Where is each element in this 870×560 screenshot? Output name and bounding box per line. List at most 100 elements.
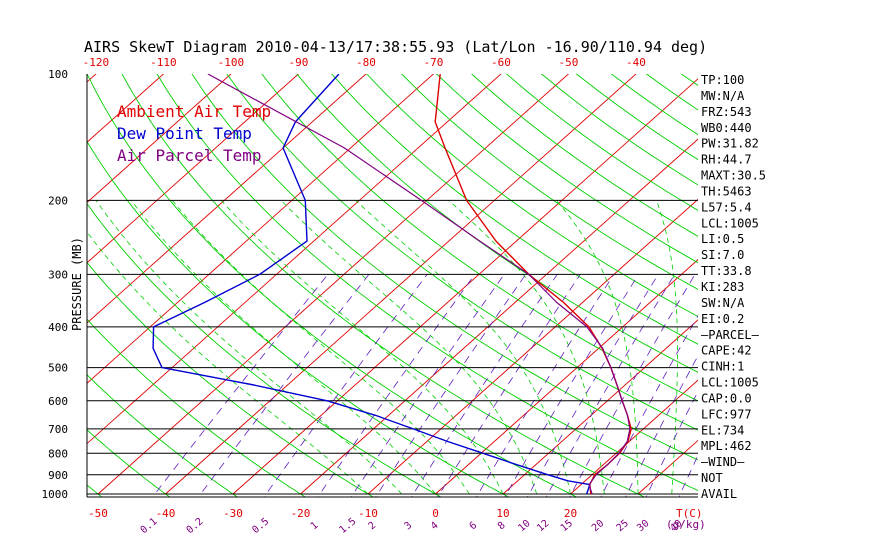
mixing-ratio-label: 2 bbox=[367, 520, 379, 532]
top-temp-tick-label: -120 bbox=[83, 56, 110, 69]
mixing-ratio-label: 8 bbox=[496, 520, 508, 532]
legend-entry: Dew Point Temp bbox=[117, 124, 252, 143]
top-temp-tick-label: -100 bbox=[218, 56, 245, 69]
dry-adiabat-line bbox=[87, 202, 442, 497]
pressure-tick-label: 400 bbox=[48, 321, 68, 334]
index-entry: SI:7.0 bbox=[701, 248, 744, 262]
bottom-temp-tick-label: -50 bbox=[88, 507, 108, 520]
mixing-ratio-line bbox=[375, 274, 527, 497]
mixing-ratio-line bbox=[600, 314, 698, 497]
mixing-ratio-unit-label: (g/kg) bbox=[666, 518, 706, 531]
indices-panel: TP:100 MW:N/A FRZ:543 WB0:440 PW:31.82 RH:44.… bbox=[701, 73, 766, 501]
mixing-ratio-line bbox=[569, 274, 696, 497]
isotherm-line bbox=[87, 74, 165, 143]
profile-line-1 bbox=[152, 74, 591, 495]
dry-adiabat-line bbox=[626, 0, 870, 503]
moist-adiabat-line bbox=[355, 200, 571, 495]
mixing-ratio-label: 12 bbox=[535, 518, 551, 534]
legend-entry: Ambient Air Temp bbox=[117, 102, 271, 121]
legend-entry: Air Parcel Temp bbox=[117, 146, 262, 165]
moist-adiabat-line bbox=[95, 200, 403, 495]
pressure-tick-label: 500 bbox=[48, 362, 68, 375]
dry-adiabat-line bbox=[156, 74, 698, 492]
dry-adiabat-line bbox=[87, 261, 374, 497]
isotherm-line bbox=[637, 439, 698, 495]
index-entry: AVAIL bbox=[701, 487, 737, 501]
mixing-ratio-line bbox=[263, 274, 428, 497]
index-entry: LI:0.5 bbox=[701, 232, 744, 246]
mixing-ratio-label: 30 bbox=[635, 518, 651, 534]
dry-adiabat-line bbox=[471, 74, 698, 237]
dry-adiabat-line bbox=[191, 74, 698, 461]
dry-adiabat-line bbox=[87, 429, 171, 497]
isotherm-line bbox=[367, 198, 698, 495]
moist-adiabat-line bbox=[130, 200, 436, 495]
index-entry: SW:N/A bbox=[701, 296, 745, 310]
moist-adiabat-line bbox=[220, 200, 504, 495]
pressure-tick-label: 700 bbox=[48, 423, 68, 436]
chart-title: AIRS SkewT Diagram 2010-04-13/17:38:55.9… bbox=[84, 38, 707, 56]
index-entry: MAXT:30.5 bbox=[701, 169, 766, 183]
dry-adiabat-line bbox=[261, 74, 698, 402]
mixing-ratio-label: 20 bbox=[590, 518, 606, 534]
dry-adiabat-line bbox=[331, 74, 698, 345]
index-entry: LFC:977 bbox=[701, 407, 752, 421]
index-entry: LCL:1005 bbox=[701, 216, 759, 230]
pressure-tick-label: 200 bbox=[48, 194, 68, 207]
mixing-ratio-line bbox=[625, 354, 698, 497]
mixing-ratio-line bbox=[645, 390, 698, 497]
index-entry: PW:31.82 bbox=[701, 137, 759, 151]
isotherm-line bbox=[570, 379, 698, 495]
index-entry: TH:5463 bbox=[701, 185, 752, 199]
index-entry: RH:44.7 bbox=[701, 153, 752, 167]
profile-line-0 bbox=[434, 74, 632, 495]
isotherm-line bbox=[232, 78, 698, 495]
dry-adiabat-line bbox=[401, 74, 698, 290]
profile-line-2 bbox=[207, 74, 631, 495]
mixing-ratio-label: 6 bbox=[468, 520, 480, 532]
isotherm-line bbox=[87, 74, 502, 445]
mixing-ratio-label: 1 bbox=[309, 520, 321, 532]
index-entry: KI:283 bbox=[701, 280, 744, 294]
dry-adiabat-line bbox=[87, 374, 239, 497]
index-entry: —WIND— bbox=[701, 455, 745, 469]
top-temp-tick-label: -40 bbox=[626, 56, 646, 69]
isotherm-line bbox=[87, 74, 300, 264]
mixing-ratio-line bbox=[152, 274, 329, 497]
bottom-temp-tick-label: -10 bbox=[358, 507, 378, 520]
mixing-ratio-line bbox=[350, 274, 505, 497]
moist-adiabat-line bbox=[171, 200, 470, 495]
mixing-ratio-label: 1.5 bbox=[338, 516, 359, 536]
pressure-tick-label: 600 bbox=[48, 395, 68, 408]
top-temp-tick-label: -90 bbox=[288, 56, 308, 69]
index-entry: L57:5.4 bbox=[701, 200, 752, 214]
y-axis-label: PRESSURE (MB) bbox=[70, 237, 84, 331]
isotherm-line bbox=[87, 74, 435, 384]
index-entry: EI:0.2 bbox=[701, 312, 744, 326]
index-entry: NOT bbox=[701, 471, 723, 485]
top-temp-tick-label: -80 bbox=[356, 56, 376, 69]
mixing-ratio-label: 4 bbox=[429, 520, 441, 532]
index-entry: MPL:462 bbox=[701, 439, 752, 453]
top-temp-tick-label: -60 bbox=[491, 56, 511, 69]
mixing-ratio-line bbox=[526, 274, 659, 497]
mixing-ratio-label: 25 bbox=[615, 518, 631, 534]
isotherm-line bbox=[165, 74, 637, 495]
dry-adiabat-line bbox=[87, 74, 578, 497]
isotherm-line bbox=[87, 74, 367, 324]
index-entry: CINH:1 bbox=[701, 360, 744, 374]
dry-adiabat-line bbox=[575, 74, 698, 161]
index-entry: WB0:440 bbox=[701, 121, 752, 135]
dry-adiabat-line bbox=[0, 0, 41, 503]
mixing-ratio-line bbox=[317, 274, 476, 497]
pressure-tick-label: 1000 bbox=[42, 488, 69, 501]
mixing-ratio-line bbox=[410, 274, 558, 497]
dry-adiabat-line bbox=[87, 318, 306, 497]
background-lines bbox=[0, 0, 870, 503]
isotherm-line bbox=[300, 138, 698, 495]
isobars bbox=[86, 74, 698, 498]
dry-adiabat-line bbox=[296, 74, 698, 373]
index-entry: LCL:1005 bbox=[701, 376, 759, 390]
dry-adiabat-line bbox=[121, 74, 646, 497]
